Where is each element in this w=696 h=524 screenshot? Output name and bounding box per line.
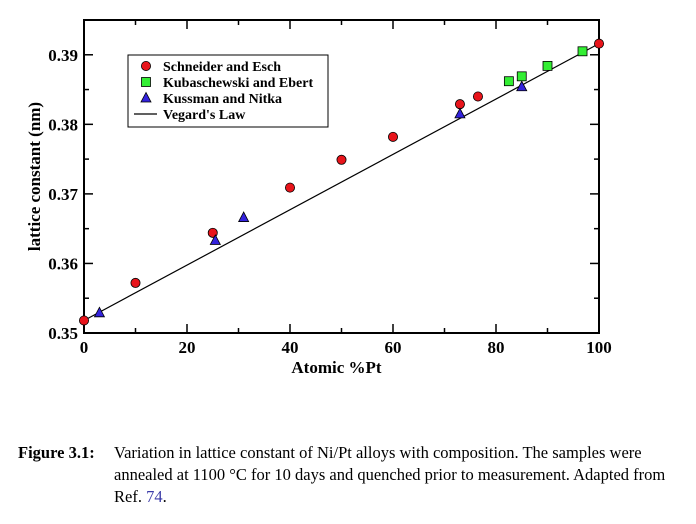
- legend-label: Kussman and Nitka: [163, 92, 282, 107]
- x-tick-label: 60: [385, 338, 402, 357]
- legend-label: Vegard's Law: [163, 108, 246, 123]
- kussman-and-nitka-point: [516, 80, 528, 92]
- legend-label: Kubaschewski and Ebert: [163, 76, 313, 91]
- schneider-and-esch-point: [472, 91, 483, 102]
- schneider-and-esch-point: [130, 277, 141, 288]
- figure-caption: Figure 3.1: Variation in lattice constan…: [18, 442, 688, 508]
- x-tick-label: 0: [80, 338, 89, 357]
- x-tick-label: 100: [586, 338, 612, 357]
- schneider-and-esch-point: [594, 38, 605, 49]
- schneider-and-esch-point: [284, 182, 295, 193]
- schneider-and-esch-point: [79, 315, 90, 326]
- caption-body: Variation in lattice constant of Ni/Pt a…: [114, 443, 666, 506]
- legend-marker: [140, 91, 152, 103]
- kussman-and-nitka-point: [454, 107, 466, 119]
- caption-ref-link[interactable]: 74: [146, 487, 163, 506]
- y-tick-label: 0.36: [48, 254, 78, 273]
- schneider-and-esch-point: [387, 131, 398, 142]
- x-axis-label: Atomic %Pt: [291, 358, 382, 377]
- y-tick-label: 0.38: [48, 115, 78, 134]
- legend-box: [127, 54, 329, 128]
- kussman-and-nitka-point: [93, 306, 106, 318]
- x-tick-label: 80: [488, 338, 505, 357]
- kubaschewski-and-ebert-point: [503, 76, 514, 87]
- legend-marker: [140, 61, 151, 72]
- y-tick-label: 0.35: [48, 324, 78, 343]
- kubaschewski-and-ebert-point: [542, 61, 553, 71]
- caption-end: .: [162, 487, 167, 506]
- x-tick-label: 20: [179, 338, 196, 357]
- plot-area: 0 20 40 60 80 100 0.35 0.36 0.37 0.38 0.39 Atomic %…: [25, 19, 612, 377]
- y-tick-label: 0.39: [48, 46, 78, 65]
- kussman-and-nitka-point: [209, 234, 221, 245]
- x-tick-label: 40: [282, 338, 299, 357]
- schneider-and-esch-point: [336, 154, 347, 165]
- y-tick-label: 0.37: [48, 185, 78, 204]
- schneider-and-esch-point: [454, 99, 465, 110]
- caption-label: Figure 3.1:: [18, 443, 95, 462]
- caption-text: Variation in lattice constant of Ni/Pt a…: [114, 442, 688, 508]
- kubaschewski-and-ebert-point: [516, 71, 527, 82]
- kubaschewski-and-ebert-point: [577, 46, 588, 57]
- vegards-law-line: [83, 43, 600, 322]
- legend-marker: [141, 77, 151, 87]
- y-axis-label: lattice constant (nm): [25, 102, 44, 251]
- kussman-and-nitka-point: [237, 211, 250, 222]
- lattice-chart: 0 20 40 60 80 100 0.35 0.36 0.37 0.38 0.39 Atomic %…: [25, 19, 612, 377]
- legend-label: Schneider and Esch: [163, 60, 281, 75]
